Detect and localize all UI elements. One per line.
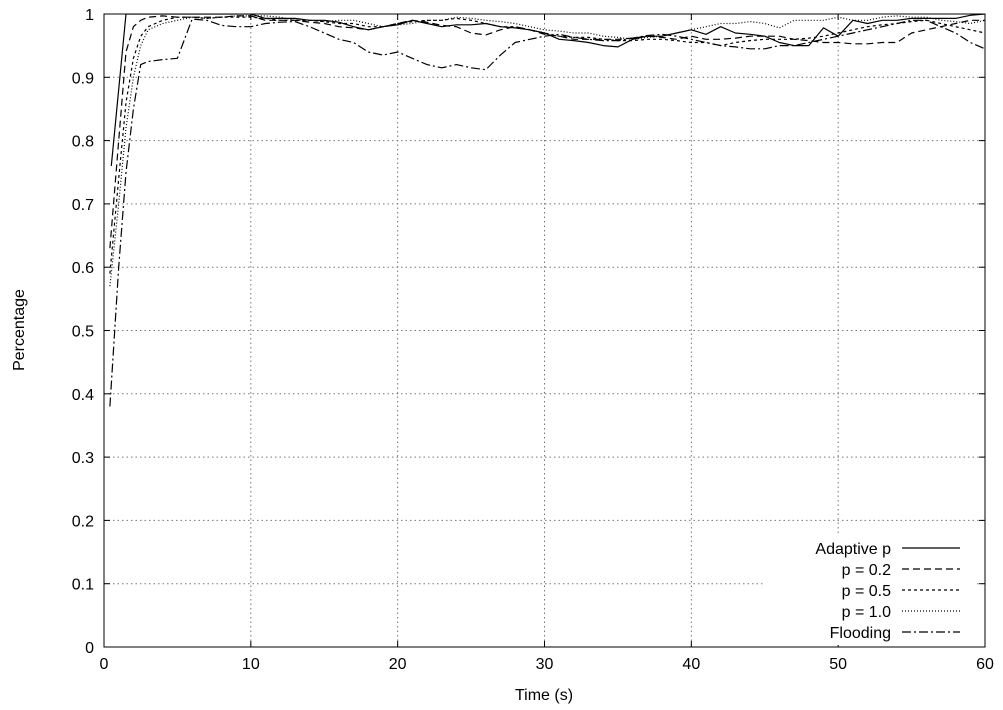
legend-label: p = 0.2 (842, 562, 891, 579)
y-tick-label: 0.6 (72, 260, 94, 277)
series-line-flooding (109, 18, 985, 407)
x-tick-label: 40 (682, 656, 700, 673)
y-tick-label: 0.7 (72, 197, 94, 214)
y-tick-label: 0.3 (72, 450, 94, 467)
x-tick-label: 20 (389, 656, 407, 673)
x-tick-label: 30 (536, 656, 554, 673)
y-tick-label: 1 (85, 7, 94, 24)
y-tick-label: 0.5 (72, 324, 94, 341)
legend-label: p = 1.0 (842, 604, 891, 621)
series-line-p-0-5 (109, 16, 985, 274)
x-tick-label: 50 (829, 656, 847, 673)
y-tick-label: 0.1 (72, 577, 94, 594)
legend: Adaptive p p = 0.2 p = 0.5 p = 1.0 Flooding (765, 535, 975, 645)
legend-label: Adaptive p (815, 541, 891, 558)
axis-ticks: 00.10.20.30.40.50.60.70.80.910 10 20 30 40 50… (72, 7, 994, 673)
x-tick-label: 0 (100, 656, 109, 673)
y-tick-label: 0.2 (72, 513, 94, 530)
x-tick-label: 10 (242, 656, 260, 673)
y-tick-label: 0.4 (72, 387, 94, 404)
y-axis-title: Percentage (11, 289, 28, 371)
series-lines (109, 14, 985, 407)
y-tick-label: 0.8 (72, 134, 94, 151)
legend-label: Flooding (830, 625, 891, 642)
x-tick-label: 60 (976, 656, 994, 673)
x-axis-title: Time (s) (515, 687, 573, 704)
legend-label: p = 0.5 (842, 583, 891, 600)
y-tick-label: 0.9 (72, 70, 94, 87)
y-tick-label: 0 (85, 640, 94, 657)
